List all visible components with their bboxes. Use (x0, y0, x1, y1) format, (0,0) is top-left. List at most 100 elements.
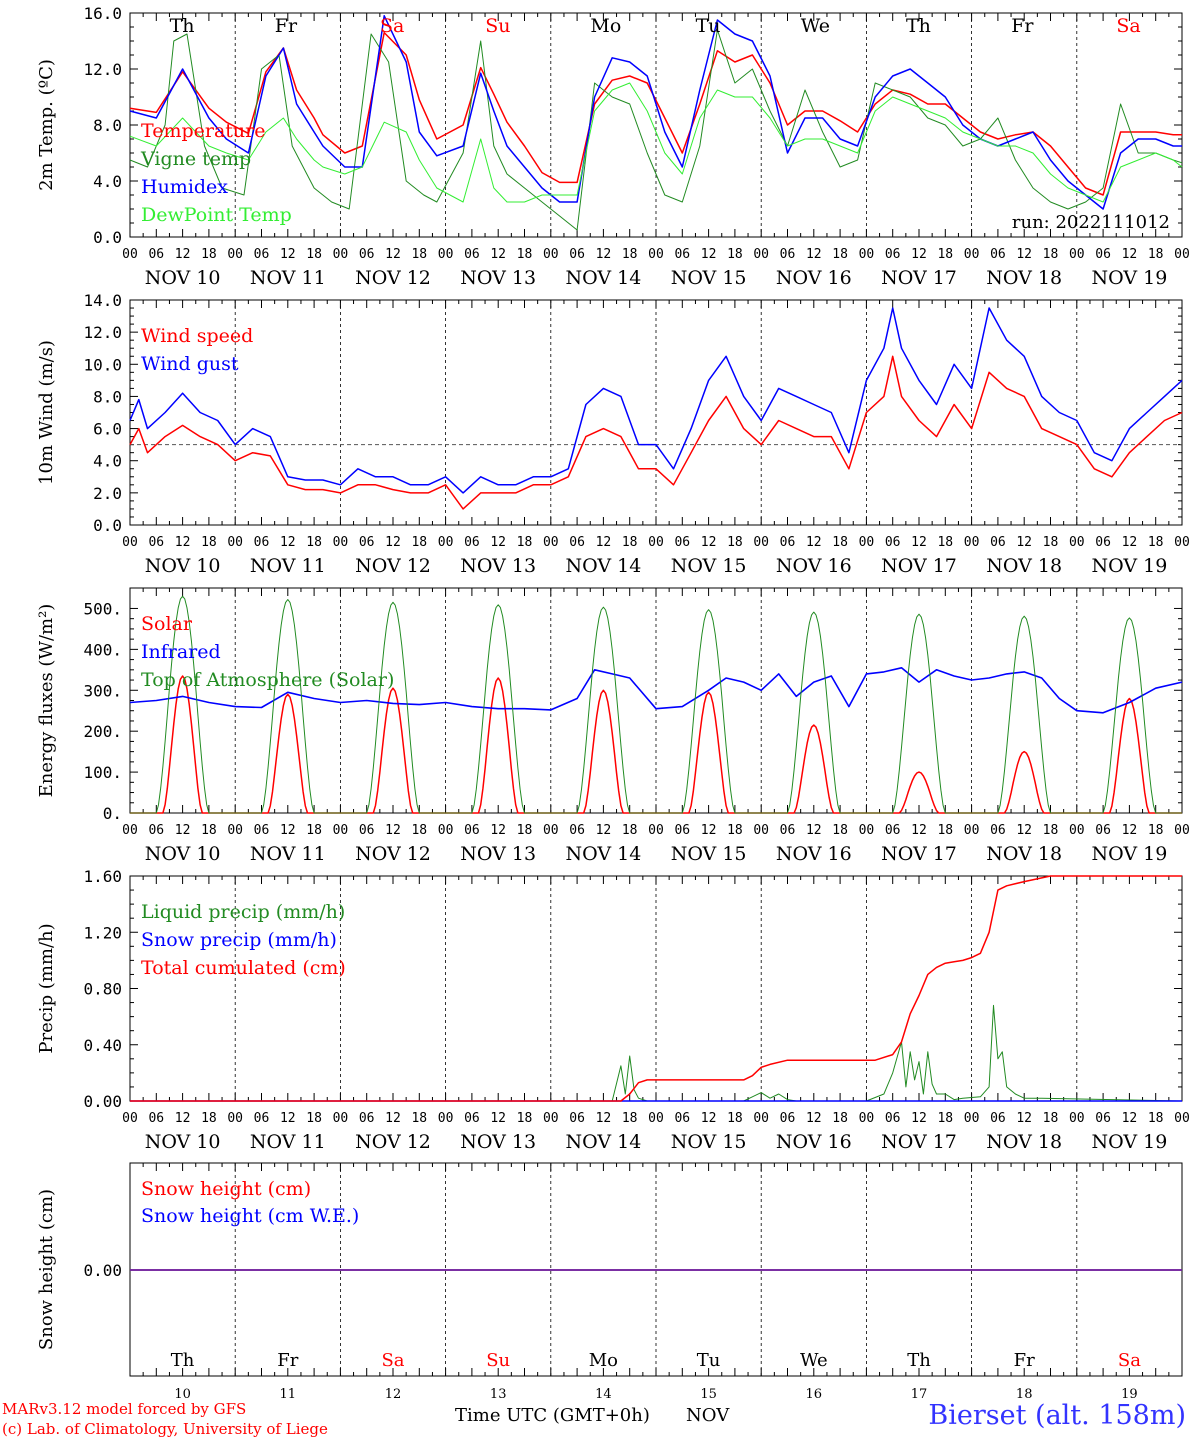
weekday-label: Sa (1116, 15, 1140, 37)
temperature-run-annotation: run: 2022111012 (1012, 212, 1170, 233)
temperature-y-axis-label: 2m Temp. (ºC) (36, 59, 57, 191)
wind-hour-label: 12 (1016, 535, 1032, 550)
bottom-day-number: 17 (911, 1387, 928, 1402)
wind-hour-label: 00 (438, 535, 454, 550)
temperature-hour-label: 12 (175, 247, 191, 262)
wind-hour-label: 12 (175, 535, 191, 550)
energy-hour-label: 00 (543, 823, 559, 838)
bottom-day-number: 12 (385, 1387, 402, 1402)
precip-hour-label: 12 (806, 1111, 822, 1126)
weekday-label: Th (906, 15, 931, 37)
precip-hour-label: 00 (227, 1111, 243, 1126)
wind-hour-label: 12 (701, 535, 717, 550)
energy-hour-label: 18 (727, 823, 743, 838)
model-credit: MARv3.12 model forced by GFS (2, 1400, 247, 1418)
temperature-hour-label: 06 (674, 247, 690, 262)
precip-hour-label: 06 (990, 1111, 1006, 1126)
temperature-legend-entry: Vigne temp (140, 148, 251, 170)
temperature-hour-label: 18 (832, 247, 848, 262)
precip-hour-label: 00 (438, 1111, 454, 1126)
wind-hour-label: 18 (1043, 535, 1059, 550)
wind-hour-label: 18 (201, 535, 217, 550)
wind-legend-entry: Wind gust (141, 353, 239, 375)
wind-hour-label: 18 (622, 535, 638, 550)
wind-date-label: NOV 18 (986, 555, 1062, 577)
precip-y-tick-label: 1.20 (83, 923, 122, 942)
temperature-hour-label: 00 (1174, 247, 1190, 262)
bottom-day-number: 14 (595, 1387, 612, 1402)
wind-hour-label: 06 (148, 535, 164, 550)
temperature-hour-label: 12 (806, 247, 822, 262)
energy-date-label: NOV 14 (565, 843, 641, 865)
temperature-hour-label: 12 (1122, 247, 1138, 262)
temperature-hour-label: 12 (701, 247, 717, 262)
snow-y-axis-label: Snow height (cm) (36, 1189, 57, 1350)
temperature-hour-label: 00 (543, 247, 559, 262)
precip-hour-label: 18 (937, 1111, 953, 1126)
precip-hour-label: 18 (622, 1111, 638, 1126)
wind-series-line (129, 307, 1183, 494)
temperature-date-label: NOV 11 (250, 267, 326, 289)
precip-hour-label: 12 (490, 1111, 506, 1126)
temperature-hour-label: 18 (201, 247, 217, 262)
wind-hour-label: 06 (1095, 535, 1111, 550)
wind-hour-label: 00 (648, 535, 664, 550)
precip-y-axis-label: Precip (mm/h) (36, 923, 57, 1053)
precip-hour-label: 06 (148, 1111, 164, 1126)
energy-legend-entry: Top of Atmosphere (Solar) (141, 669, 394, 691)
wind-hour-label: 12 (911, 535, 927, 550)
wind-date-label: NOV 10 (145, 555, 221, 577)
energy-hour-label: 00 (122, 823, 138, 838)
temperature-hour-label: 06 (990, 247, 1006, 262)
precip-y-tick-label: 0.40 (83, 1036, 122, 1055)
precip-hour-label: 12 (385, 1111, 401, 1126)
temperature-hour-label: 00 (648, 247, 664, 262)
bottom-weekday-label: Sa (381, 1350, 404, 1371)
temperature-hour-label: 18 (306, 247, 322, 262)
energy-series-line (129, 666, 1183, 714)
precip-hour-label: 00 (1174, 1111, 1190, 1126)
weekday-label: Th (170, 15, 195, 37)
wind-y-tick-label: 0.0 (93, 516, 122, 535)
wind-y-tick-label: 8.0 (93, 387, 122, 406)
wind-hour-label: 00 (1069, 535, 1085, 550)
temperature-hour-label: 12 (490, 247, 506, 262)
temperature-hour-label: 18 (517, 247, 533, 262)
temperature-y-tick-label: 8.0 (93, 116, 122, 135)
temperature-hour-label: 00 (438, 247, 454, 262)
bottom-weekday-label: We (800, 1350, 828, 1371)
precip-date-label: NOV 14 (565, 1131, 641, 1153)
energy-hour-label: 12 (1016, 823, 1032, 838)
energy-y-tick-label: 0. (103, 804, 122, 823)
wind-hour-label: 12 (280, 535, 296, 550)
energy-legend-entry: Solar (141, 613, 193, 635)
wind-hour-label: 12 (596, 535, 612, 550)
energy-hour-label: 18 (201, 823, 217, 838)
wind-hour-label: 18 (411, 535, 427, 550)
temperature-hour-label: 00 (122, 247, 138, 262)
energy-y-tick-label: 500. (83, 599, 122, 618)
temperature-hour-label: 06 (254, 247, 270, 262)
energy-date-label: NOV 13 (460, 843, 536, 865)
temperature-hour-label: 12 (1016, 247, 1032, 262)
wind-y-axis-label: 10m Wind (m/s) (36, 340, 57, 485)
bottom-weekday-label: Mo (589, 1350, 618, 1371)
energy-date-label: NOV 15 (671, 843, 747, 865)
precip-date-label: NOV 12 (355, 1131, 431, 1153)
energy-hour-label: 18 (517, 823, 533, 838)
energy-y-tick-label: 300. (83, 681, 122, 700)
precip-hour-label: 00 (1069, 1111, 1085, 1126)
energy-hour-label: 12 (596, 823, 612, 838)
temperature-date-label: NOV 19 (1091, 267, 1167, 289)
energy-hour-label: 06 (569, 823, 585, 838)
precip-date-label: NOV 10 (145, 1131, 221, 1153)
precip-hour-label: 00 (333, 1111, 349, 1126)
wind-date-label: NOV 16 (776, 555, 852, 577)
energy-hour-label: 12 (385, 823, 401, 838)
temperature-hour-label: 12 (911, 247, 927, 262)
precip-hour-label: 00 (964, 1111, 980, 1126)
energy-hour-label: 12 (911, 823, 927, 838)
temperature-hour-label: 06 (464, 247, 480, 262)
month-label: NOV (686, 1405, 730, 1426)
temperature-series-line (129, 29, 1183, 231)
